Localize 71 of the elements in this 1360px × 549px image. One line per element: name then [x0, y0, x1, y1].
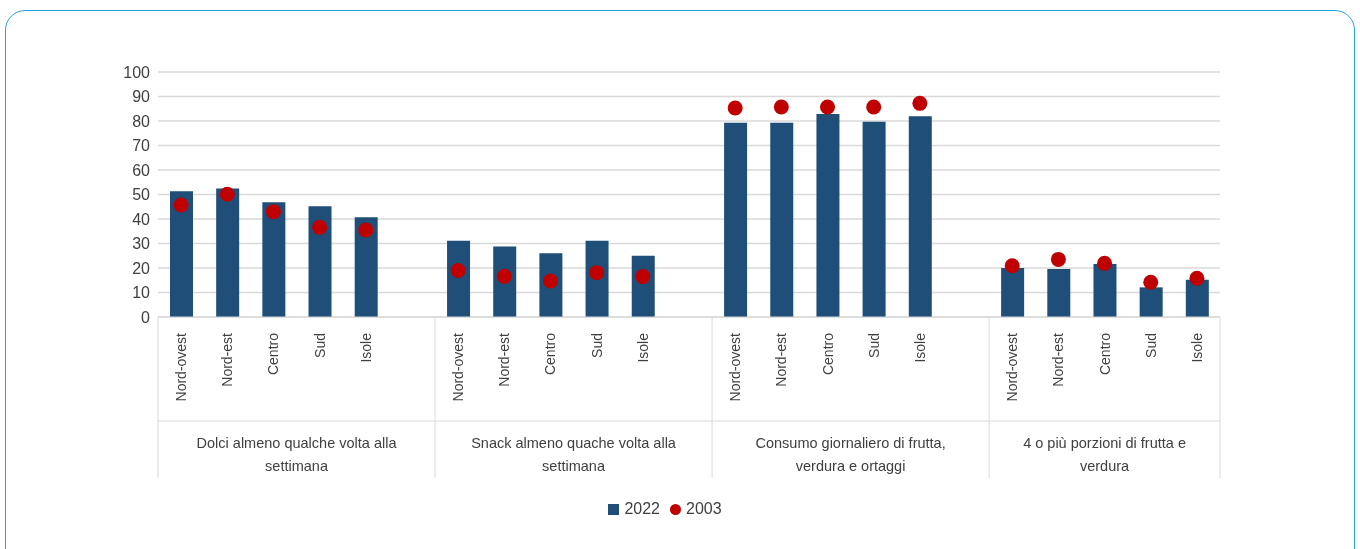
legend-label: 2022 — [623, 500, 660, 518]
bar — [1001, 268, 1025, 317]
text: Consumo giornaliero di frutta, verdura e ortaggi — [754, 434, 947, 476]
y-tick-label: 70 — [132, 137, 151, 155]
bar — [308, 206, 332, 317]
x-tick-label: Centro — [819, 332, 836, 376]
bar — [354, 217, 378, 317]
y-tick-label: 40 — [132, 210, 151, 228]
bar — [262, 202, 286, 317]
x-tick-label: Centro — [542, 332, 559, 376]
y-tick-label: 30 — [132, 235, 151, 253]
x-tick-label: Isole — [357, 332, 374, 363]
point — [1097, 255, 1113, 271]
point — [635, 269, 651, 285]
x-tick-label: Isole — [1188, 332, 1205, 363]
y-tick-label: 50 — [132, 186, 151, 204]
x-tick-label: Nord-est — [219, 332, 236, 387]
bar — [1047, 268, 1071, 317]
x-tick-label: Nord-est — [496, 332, 513, 387]
x-tick-label: Sud — [865, 333, 882, 358]
point — [1004, 258, 1020, 274]
point — [912, 95, 928, 111]
bar — [447, 240, 471, 317]
bar — [1139, 287, 1163, 317]
point — [773, 99, 789, 115]
x-tick-label: Nord-ovest — [450, 332, 467, 402]
x-tick-label: Isole — [911, 332, 928, 363]
x-tick-label: Nord-ovest — [1004, 332, 1021, 402]
y-tick-label: 90 — [132, 88, 151, 106]
point — [265, 204, 281, 220]
point — [219, 186, 235, 202]
text: Snack almeno quache volta alla settimana — [470, 434, 677, 476]
x-tick-label: Isole — [634, 332, 651, 363]
x-tick-label: Centro — [265, 332, 282, 376]
point — [450, 262, 466, 278]
y-tick-label: 80 — [132, 112, 151, 130]
x-tick-label: Sud — [588, 333, 605, 358]
point — [1050, 251, 1066, 267]
point — [358, 222, 374, 238]
x-tick-label: Nord-ovest — [173, 332, 190, 402]
x-tick-label: Sud — [311, 333, 328, 358]
bar — [170, 191, 193, 317]
text: Dolci almeno qualche volta alla settimana — [195, 434, 398, 476]
x-tick-label: Nord-est — [1050, 332, 1067, 387]
point — [1143, 274, 1159, 290]
legend-label: 2003 — [685, 500, 722, 518]
y-tick-label: 20 — [132, 259, 151, 277]
y-tick-label: 100 — [123, 63, 151, 81]
bar — [816, 113, 840, 317]
y-tick-label: 10 — [132, 284, 151, 302]
bar — [724, 122, 748, 317]
point — [312, 219, 328, 235]
bar — [1093, 264, 1117, 317]
point — [820, 99, 836, 115]
x-tick-label: Centro — [1096, 332, 1113, 376]
bar — [770, 122, 794, 317]
bar — [908, 116, 932, 317]
x-tick-label: Nord-ovest — [727, 332, 744, 402]
y-tick-label: 60 — [132, 161, 151, 179]
point — [1189, 270, 1205, 286]
text: 4 o più porzioni di frutta e verdura — [1022, 434, 1187, 476]
x-tick-label: Sud — [1142, 333, 1159, 358]
point — [589, 265, 605, 281]
point — [866, 99, 882, 115]
x-tick-label: Nord-est — [773, 332, 790, 387]
bar — [862, 121, 886, 317]
point — [173, 197, 189, 213]
point — [496, 268, 512, 284]
y-tick-label: 0 — [141, 308, 151, 326]
bar — [216, 188, 240, 317]
point — [727, 100, 743, 116]
